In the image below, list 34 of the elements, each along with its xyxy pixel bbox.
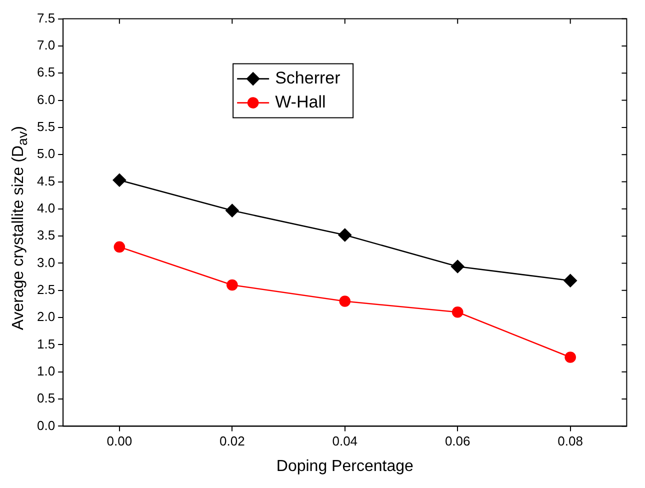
y-tick-label: 4.0: [36, 200, 56, 216]
point: [226, 204, 239, 218]
x-axis-title: Doping Percentage: [276, 458, 414, 475]
y-tick-label: 7.5: [36, 10, 56, 26]
y-tick-label: 0.0: [36, 418, 56, 433]
y-tick-label: 5.0: [36, 146, 56, 162]
y-tick-label: 3.5: [36, 228, 56, 243]
x-tick-label: 0.04: [332, 434, 358, 449]
x-tick-label: 0.00: [106, 434, 132, 449]
legend-label: Scherrer: [275, 68, 341, 88]
y-tick-label: 4.5: [36, 173, 56, 188]
y-tick-label: 3.0: [36, 254, 56, 270]
point: [112, 173, 126, 187]
y-tick-label: 2.5: [36, 282, 56, 297]
point: [450, 260, 464, 274]
point: [339, 296, 351, 307]
legend-label: W-Hall: [275, 92, 326, 112]
y-tick-label: 2.0: [36, 309, 56, 324]
y-tick-label: 6.5: [36, 64, 56, 80]
y-tick-label: 1.5: [36, 336, 56, 352]
point: [114, 241, 126, 253]
y-tick-label: 5.5: [36, 119, 56, 134]
y-tick-label: 7.0: [36, 38, 56, 53]
point: [226, 279, 238, 291]
point: [338, 228, 352, 242]
point: [564, 274, 577, 288]
point: [452, 306, 464, 318]
y-tick-label: 6.0: [36, 92, 56, 107]
y-tick-label: 1.0: [36, 363, 56, 378]
y-tick-label: 0.5: [36, 390, 56, 406]
x-tick-label: 0.06: [444, 434, 470, 449]
x-tick-label: 0.08: [558, 434, 583, 449]
x-tick-label: 0.02: [220, 434, 245, 449]
point: [564, 352, 576, 363]
